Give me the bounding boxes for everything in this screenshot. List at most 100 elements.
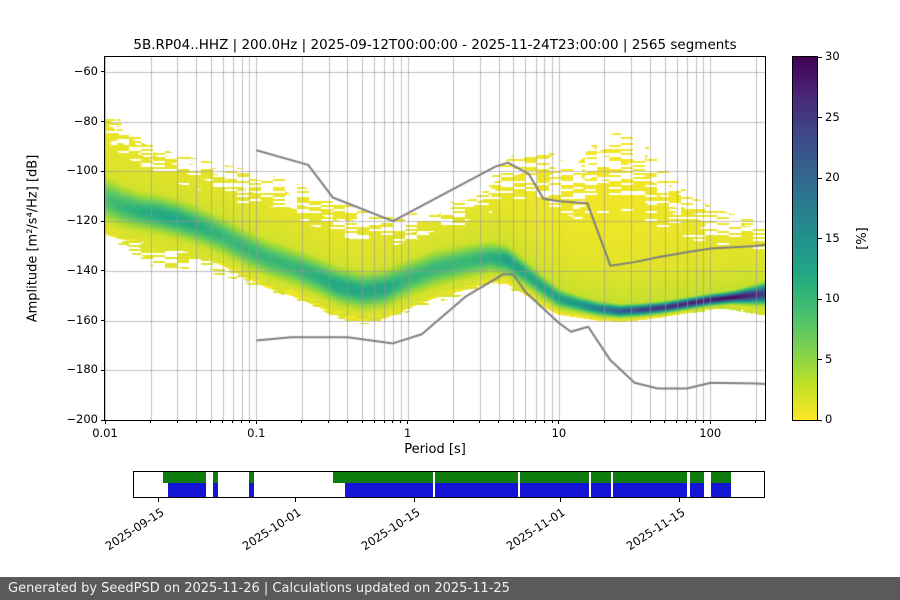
availability-blue-segment [613,482,688,497]
x-axis-minor-tick [535,420,536,423]
y-axis-tick-label: −80 [73,113,98,128]
x-axis-minor-tick [301,420,303,423]
x-axis-minor-tick [392,420,394,423]
colorbar-label-wrap: [%] [848,57,876,420]
availability-blue-segment [168,482,206,497]
x-axis-label: Period [s] [404,442,466,457]
availability-green-segment [435,472,518,483]
y-axis-label: Amplitude [m²/s⁴/Hz] [dB] [25,154,41,323]
availability-green-segment [162,472,206,483]
colorbar-tick [818,419,822,421]
availability-green-segment [711,472,731,483]
x-axis-minor-tick [232,420,234,423]
x-axis-minor-tick [452,420,454,423]
y-axis-tick-label: −180 [66,362,98,377]
availability-green-segment [689,472,704,483]
x-axis-minor-tick [150,420,152,423]
x-axis-tick-label: 0.1 [247,426,266,440]
y-axis-tick [101,170,105,172]
x-axis-tick [709,420,711,424]
colorbar [792,56,818,421]
y-axis-tick [101,270,105,272]
y-axis-tick-label: −120 [66,213,98,228]
date-axis-tick-label: 2025-11-15 [623,505,688,554]
availability-blue-segment [520,482,589,497]
x-axis-tick-label: 1 [403,426,412,440]
y-axis-label-wrap: Amplitude [m²/s⁴/Hz] [dB] [16,57,50,420]
y-axis-tick [101,419,105,421]
availability-green-segment [333,472,433,483]
x-axis-tick [104,420,106,424]
x-axis-minor-tick [210,420,212,423]
availability-blue-segment [212,482,219,497]
date-axis-tick-label: 2025-11-01 [504,505,568,554]
x-axis-minor-tick [512,420,514,423]
plot-area [104,56,766,421]
plot-title: 5B.RP04..HHZ | 200.0Hz | 2025-09-12T00:0… [133,37,737,53]
x-axis-minor-tick [686,420,688,423]
x-axis-minor-tick [361,420,363,423]
y-axis-tick-label: −60 [73,63,98,78]
y-axis-tick-label: −200 [66,412,98,426]
colorbar-tick-label: 15 [825,230,840,245]
date-axis-tick [294,498,296,502]
availability-green-segment [591,472,611,483]
colorbar-tick-label: 20 [825,170,840,184]
x-axis-minor-tick [195,420,197,423]
x-axis-minor-tick [676,420,678,423]
date-axis-tick [679,498,681,502]
date-axis-tick [158,498,160,502]
x-axis-minor-tick [695,420,697,423]
colorbar-tick [818,238,822,239]
availability-blue-segment [711,482,731,497]
x-axis-minor-tick [241,420,243,423]
colorbar-tick [818,177,822,179]
x-axis-minor-tick [498,420,500,423]
x-axis-tick-label: 100 [699,426,722,440]
x-axis-minor-tick [702,420,704,423]
availability-blue-segment [248,482,255,497]
availability-green-segment [520,472,589,483]
x-axis-tick [407,420,409,424]
availability-green-segment [613,472,688,483]
x-axis-tick [255,420,257,424]
x-axis-minor-tick [373,420,375,423]
x-axis-minor-tick [176,420,178,423]
availability-timeline [133,471,765,498]
x-axis-minor-tick [248,420,250,423]
x-axis-minor-tick [400,420,402,423]
y-axis-tick [101,369,105,371]
availability-blue-segment [591,482,611,497]
x-axis-minor-tick [664,420,666,423]
colorbar-tick [818,359,822,360]
y-axis-tick [101,71,105,73]
x-axis-minor-tick [630,420,632,423]
x-axis-tick-label: 0.01 [92,426,118,440]
availability-green-segment [212,472,219,483]
colorbar-tick [818,56,822,58]
colorbar-tick [818,298,822,300]
x-axis-minor-tick [551,420,553,423]
x-axis-minor-tick [543,420,545,423]
availability-blue-segment [689,482,704,497]
x-axis-tick-label: 10 [551,426,567,440]
availability-blue-segment [435,482,518,497]
availability-blue-segment [345,482,433,497]
footer-bar: Generated by SeedPSD on 2025-11-26 | Cal… [0,577,900,600]
date-axis-tick-label: 2025-10-15 [358,505,423,554]
colorbar-label: [%] [854,227,870,250]
colorbar-gradient [793,57,817,420]
x-axis-minor-tick [603,420,605,423]
colorbar-tick-label: 10 [825,291,840,305]
colorbar-tick-label: 5 [825,351,833,366]
colorbar-tick-label: 25 [825,109,840,124]
y-axis-tick [101,220,105,222]
x-axis-minor-tick [383,420,385,423]
x-axis-minor-tick [755,420,757,423]
x-axis-minor-tick [649,420,651,423]
availability-green-segment [248,472,255,483]
x-axis-minor-tick [524,420,526,423]
date-axis-tick [559,498,561,502]
footer-text: Generated by SeedPSD on 2025-11-26 | Cal… [8,581,510,596]
y-axis-tick-label: −100 [66,163,98,178]
